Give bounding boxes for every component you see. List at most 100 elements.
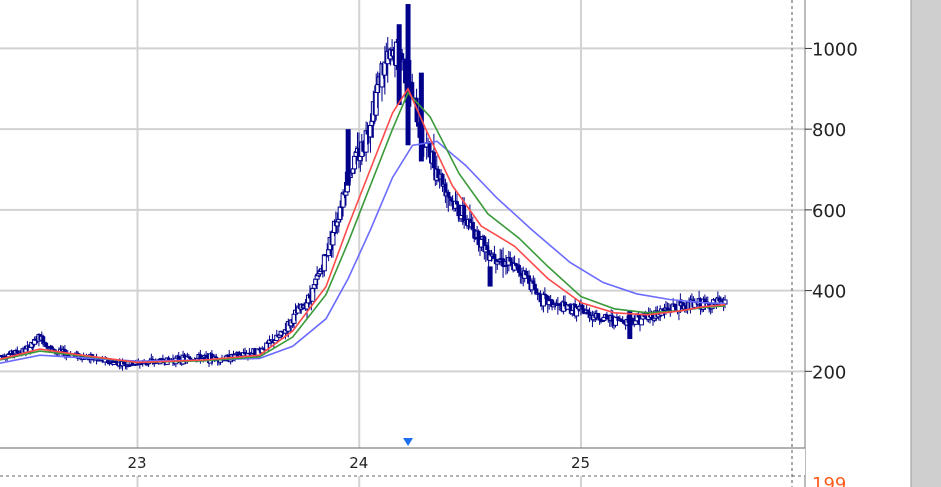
candle-body-down [544,294,549,296]
candle-body-down [532,283,537,290]
y-tick-label: 1000 [812,39,858,60]
candle-body-down [15,350,20,354]
candle-body-down [365,130,370,135]
candle-body-down [121,361,126,365]
candle-body-down [587,311,592,318]
candle-body-down [550,299,555,307]
candle-body-down [684,305,689,309]
candle-body-down [531,280,536,284]
candle-body-down [622,320,627,324]
candle-body-down [214,356,219,359]
y-axis-panel [805,0,911,487]
candle-body-down [257,348,262,351]
candle-body-down [672,303,677,308]
candle-body-down [10,351,15,355]
candle-body-down [78,355,83,358]
candle-body-down [456,204,461,217]
candle-body-down [470,222,475,230]
axes: 1000 800 600 400 200 23 24 25 199 [0,0,911,487]
candle-body-down [492,254,497,259]
candle-spike [627,310,633,340]
candle-body-down [400,53,405,62]
candle-body-up [321,254,327,272]
candle-body-down [361,141,366,152]
y-tick-label: 600 [812,201,846,222]
x-tick-label: 23 [127,454,146,472]
candle-body-down [447,196,452,199]
candle-spike [405,4,411,146]
candle-body-down [668,308,673,311]
candle-body-down [449,198,454,202]
candle-body-down [436,169,441,178]
candle-body-down [516,264,521,273]
last-price-label: 199 [812,474,846,487]
candle-body-down [538,294,543,303]
candle-body-down [307,295,312,299]
candle-body-down [674,307,679,310]
x-tick-label: 25 [571,454,590,472]
candle-body-down [597,318,602,321]
candle-body-down [182,355,187,358]
candle-body-down [450,201,455,203]
candle-body-down [720,299,725,301]
overlay [403,0,941,487]
candle-body-down [209,353,214,361]
candle-spike [418,72,424,162]
candle-body-down [472,229,477,239]
candle-body-down [482,236,487,252]
candle-body-down [534,289,539,295]
candle-body-down [501,258,506,267]
candle-body-down [586,310,591,312]
candle-body-down [596,313,601,319]
candle-body-down [176,356,181,362]
candle-body-down [567,304,572,307]
vertical-scrollbar [911,0,941,487]
candle-body-down [280,331,285,333]
candle-spike [345,129,351,186]
candle-body-down [563,301,568,307]
candle-body-down [702,299,707,304]
candle-body-down [356,148,361,161]
candle-spike [396,24,402,105]
candle-body-down [198,354,203,362]
y-tick-label: 400 [812,282,846,303]
candle-body-down [416,122,421,127]
candle-body-down [619,318,624,321]
y-tick-label: 200 [812,362,846,383]
candle-body-down [44,342,49,348]
y-tick-label: 800 [812,120,846,141]
candle-body-down [454,201,459,205]
candle-body-down [253,348,258,356]
candle-body-down [427,142,432,158]
candle-spike [487,266,493,287]
marker-triangle [403,438,414,446]
candle-body-down [51,348,56,350]
candle-body-down [261,348,266,350]
candle-body-down [485,245,490,250]
ma-long-line [0,140,726,364]
candle-body-down [636,314,641,318]
candle-body-down [106,359,111,364]
candle-body-down [166,357,171,361]
candle-body-down [410,82,415,98]
x-axis-panel [0,448,805,476]
candle-body-down [188,357,193,360]
candle-body-down [508,257,513,262]
candle-body-down [443,184,448,197]
candle-body-down [114,361,119,363]
candle-body-down [49,346,54,349]
candle-body-down [630,318,635,321]
series-layer [0,4,728,371]
candle-body-down [41,336,46,345]
candle-body-down [476,231,481,246]
grid [0,0,805,487]
ma-short-line [0,87,726,364]
candle-body-down [542,294,547,296]
candle-body-down [610,315,615,322]
candle-body-down [431,151,436,169]
candle-body-down [581,308,586,314]
candle-body-down [186,356,191,358]
candle-body-down [243,352,248,355]
candle-body-down [524,270,529,276]
